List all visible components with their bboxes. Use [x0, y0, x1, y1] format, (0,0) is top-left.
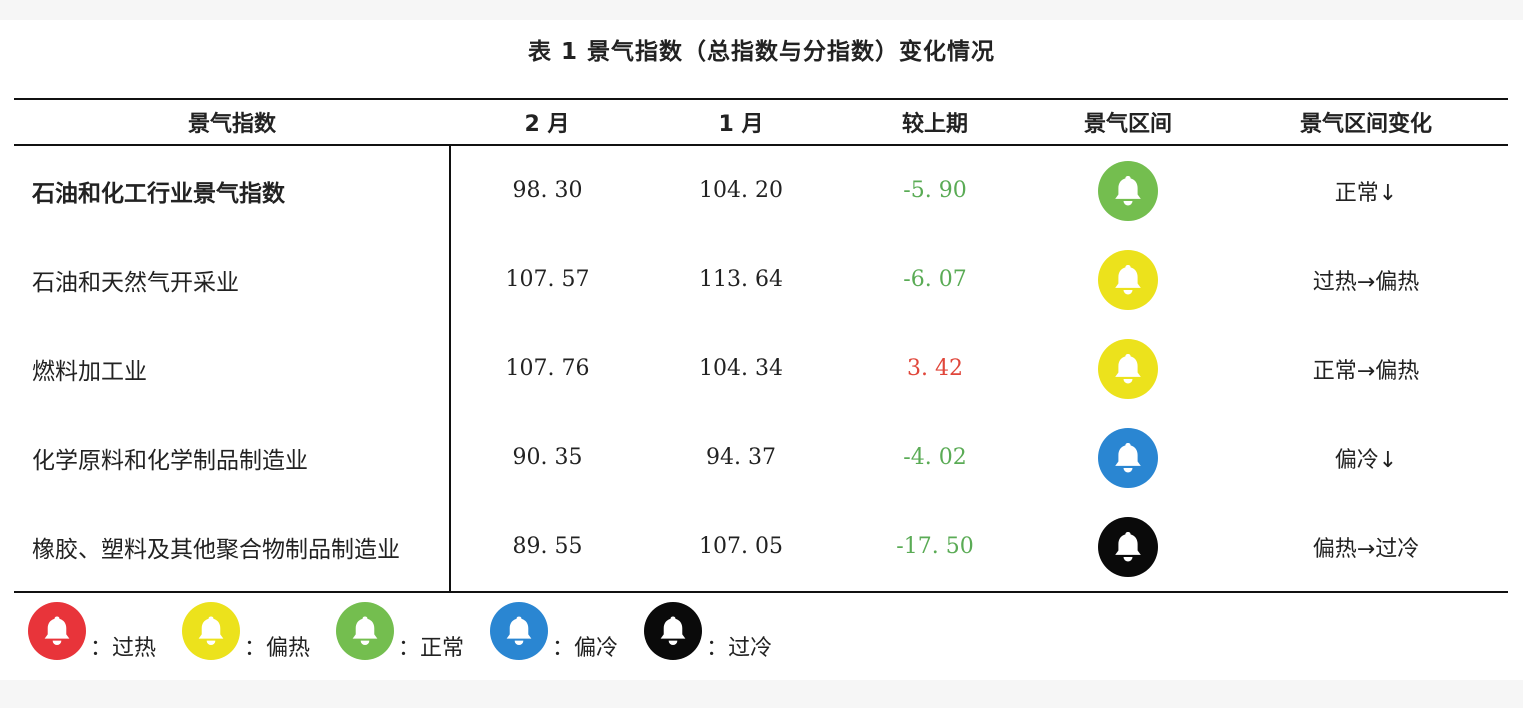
index-name: 燃料加工业	[14, 324, 451, 413]
zone-cell	[1032, 324, 1224, 413]
jan-value: 104. 20	[699, 178, 783, 203]
jan-value: 107. 05	[644, 502, 838, 593]
legend-label: ：偏冷	[552, 636, 619, 661]
header-change: 较上期	[838, 98, 1032, 146]
index-name: 化学原料和化学制品制造业	[14, 413, 451, 502]
legend-label: ：正常	[398, 636, 465, 661]
bell-icon	[28, 602, 86, 660]
zone-cell	[1032, 502, 1224, 593]
index-name: 石油和化工行业景气指数	[14, 145, 451, 235]
header-zone: 景气区间	[1032, 98, 1224, 146]
zone-change: 过热→偏热	[1312, 269, 1420, 295]
header-index-name: 景气指数	[14, 98, 450, 146]
zone-cell	[1032, 145, 1224, 235]
bell-icon	[490, 602, 549, 660]
table-row: 燃料加工业 107. 76 104. 34 3. 42 正常→偏热	[14, 324, 1508, 413]
jan-value: 94. 37	[706, 445, 776, 470]
zone-change: 偏冷↓	[1334, 447, 1398, 473]
bell-icon	[1098, 516, 1158, 577]
legend-item: ：偏冷	[490, 602, 619, 661]
header-row: 景气指数 2 月 1 月 较上期 景气区间 景气区间变化	[14, 98, 1508, 146]
bell-icon	[336, 602, 395, 660]
change-value: -4. 02	[903, 445, 967, 470]
table-row: 化学原料和化学制品制造业 90. 35 94. 37 -4. 02 偏冷↓	[14, 413, 1508, 502]
header-feb: 2 月	[450, 98, 644, 146]
legend-item: ：过热	[28, 602, 157, 661]
jan-value: 104. 34	[699, 356, 783, 381]
zone-cell	[1032, 413, 1224, 502]
zone-change: 正常→偏热	[1312, 358, 1420, 384]
table-row: 橡胶、塑料及其他聚合物制品制造业 89. 55 107. 05 -17. 50 偏热→过…	[14, 502, 1508, 593]
table-row: 石油和天然气开采业 107. 57 113. 64 -6. 07 过热→偏热	[14, 235, 1508, 324]
legend-item: ：偏热	[182, 602, 311, 661]
legend-label: ：过冷	[706, 636, 773, 661]
feb-value: 89. 55	[450, 502, 644, 593]
legend: ：过热 ：偏热 ：正常 ：偏冷 ：过冷	[28, 602, 798, 661]
bell-icon	[182, 602, 241, 660]
change-value: -5. 90	[903, 178, 967, 203]
index-name: 石油和天然气开采业	[14, 235, 451, 324]
zone-change: 正常↓	[1334, 180, 1398, 206]
table-caption: 表 1 景气指数（总指数与分指数）变化情况	[527, 39, 996, 65]
change-value: 3. 42	[907, 356, 963, 381]
table-row: 石油和化工行业景气指数 98. 30 104. 20 -5. 90 正常↓	[14, 145, 1508, 235]
change-value: -17. 50	[838, 502, 1032, 593]
legend-label: ：过热	[90, 636, 157, 661]
header-zone-change: 景气区间变化	[1224, 98, 1508, 146]
index-table: 景气指数 2 月 1 月 较上期 景气区间 景气区间变化 石油和化工行业景气指数…	[14, 98, 1508, 593]
feb-value: 98. 30	[512, 178, 583, 203]
legend-item: ：正常	[336, 602, 465, 661]
legend-item: ：过冷	[644, 602, 773, 661]
feb-value: 90. 35	[512, 445, 583, 470]
feb-value: 107. 76	[505, 356, 590, 381]
legend-label: ：偏热	[244, 636, 311, 661]
header-jan: 1 月	[644, 98, 838, 146]
table-figure: 表 1 景气指数（总指数与分指数）变化情况 景气指数 2 月 1 月 较上期 景…	[0, 20, 1523, 680]
bell-icon	[1098, 338, 1158, 399]
zone-change: 偏热→过冷	[1224, 502, 1508, 593]
index-name: 橡胶、塑料及其他聚合物制品制造业	[14, 502, 451, 593]
zone-cell	[1032, 235, 1224, 324]
bell-icon	[1098, 160, 1158, 221]
change-value: -6. 07	[903, 267, 967, 292]
jan-value: 113. 64	[699, 267, 783, 292]
feb-value: 107. 57	[505, 267, 590, 292]
bell-icon	[1098, 249, 1158, 310]
bell-icon	[644, 602, 703, 660]
bell-icon	[1098, 427, 1158, 488]
